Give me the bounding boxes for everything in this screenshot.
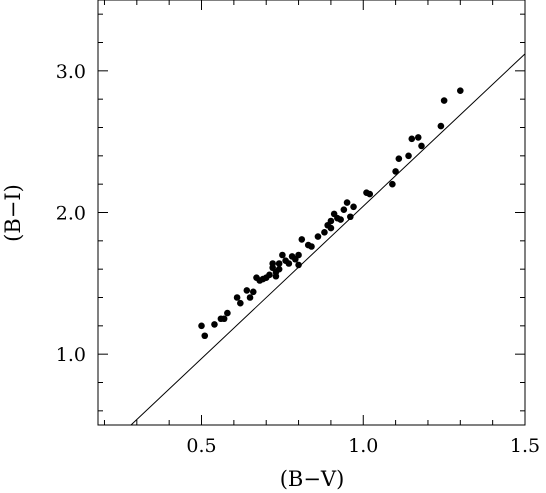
data-point [269, 260, 276, 267]
data-point [243, 287, 251, 294]
data-point [327, 224, 335, 232]
data-point [298, 236, 306, 243]
data-point [350, 203, 357, 211]
data-point [392, 168, 399, 175]
data-point [408, 135, 416, 143]
data-point [220, 315, 228, 323]
data-point [440, 97, 448, 104]
data-point [343, 199, 351, 206]
data-point [314, 233, 322, 240]
data-point [285, 260, 293, 267]
data-point [308, 243, 315, 250]
data-point [198, 322, 205, 330]
data-point [224, 309, 231, 317]
data-point [249, 288, 257, 296]
data-point [347, 213, 354, 221]
data-point [414, 134, 422, 141]
y-axis-label: (B−I) [1, 184, 25, 242]
data-point [405, 152, 412, 160]
y-tick-label: 3.0 [56, 61, 86, 83]
data-point [295, 261, 302, 269]
plot-frame [97, 0, 526, 426]
data-point [275, 265, 283, 273]
data-point [337, 216, 344, 223]
data-point [295, 251, 302, 259]
x-tick-label: 1.0 [348, 435, 378, 457]
data-point [321, 229, 328, 236]
data-marks [130, 53, 526, 426]
data-point [211, 321, 218, 328]
fit-line [130, 53, 526, 426]
data-point [275, 260, 283, 267]
y-tick-label: 2.0 [56, 203, 86, 225]
data-point [389, 180, 396, 188]
x-tick-label: 0.5 [186, 435, 216, 457]
data-point [366, 190, 374, 198]
data-point [327, 217, 335, 225]
tick-labels: 0.5 1.0 1.5 1.0 2.0 3.0 [56, 61, 540, 457]
axis-ticks [98, 0, 526, 425]
data-point [233, 294, 241, 301]
data-point [437, 122, 445, 130]
data-point [246, 294, 254, 301]
x-tick-label: 1.5 [510, 435, 540, 457]
data-point [237, 299, 244, 307]
data-point [266, 271, 273, 279]
data-point [418, 142, 425, 150]
data-point [457, 87, 464, 94]
data-point [279, 251, 286, 259]
data-point [340, 206, 348, 213]
x-axis-label: (B−V) [280, 467, 345, 491]
data-point [395, 155, 403, 162]
y-tick-label: 1.0 [56, 344, 86, 366]
data-point [201, 332, 209, 340]
